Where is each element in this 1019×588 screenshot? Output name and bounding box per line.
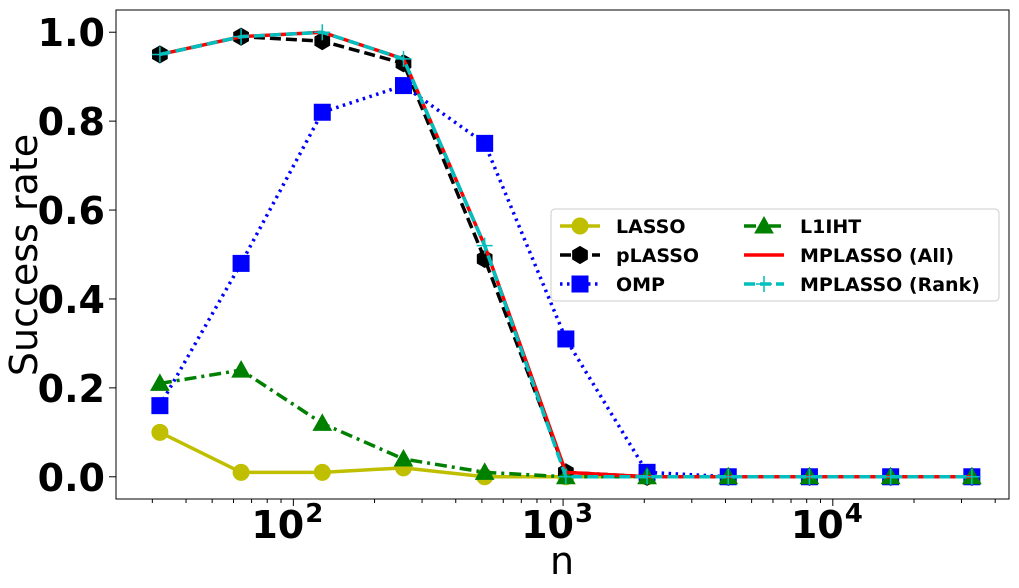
legend-label-mplasso-all: MPLASSO (All): [800, 245, 954, 267]
data-point-plasso: [314, 32, 331, 51]
data-point-l1iht: [474, 462, 495, 480]
y-tick-label: 0.0: [38, 456, 105, 500]
legend-label-l1iht: L1IHT: [800, 216, 861, 238]
data-point-mplasso-rank: [963, 468, 980, 485]
data-point-mplasso-rank: [557, 468, 574, 485]
data-point-omp: [394, 77, 412, 95]
data-point-l1iht: [231, 360, 251, 378]
plot-frame: [115, 9, 1010, 500]
data-point-l1iht: [312, 413, 333, 431]
data-point-mplasso-rank: [476, 237, 493, 254]
data-point-mplasso-rank: [151, 46, 168, 63]
legend-label-lasso: LASSO: [616, 216, 685, 238]
y-axis-title: Success rate: [2, 134, 46, 376]
data-point-omp: [313, 103, 331, 121]
legend-entry-omp: OMP: [560, 274, 665, 296]
series-mplasso-rank: [151, 24, 980, 485]
y-tick-label: 0.4: [38, 278, 105, 322]
data-point-l1iht: [393, 448, 414, 467]
data-point-lasso: [151, 423, 169, 441]
legend-label-plasso: pLASSO: [616, 245, 699, 267]
x-axis-title: n: [550, 539, 574, 583]
legend-entry-plasso: pLASSO: [560, 245, 699, 267]
legend-label-mplasso-rank: MPLASSO (Rank): [800, 274, 980, 296]
legend-entry-mplasso-rank: MPLASSO (Rank): [744, 274, 980, 296]
data-point-omp: [557, 330, 575, 348]
legend-entry-mplasso-all: MPLASSO (All): [744, 245, 954, 267]
legend-entry-lasso: LASSO: [560, 216, 685, 238]
data-point-omp: [151, 397, 169, 415]
data-point-mplasso-rank: [801, 468, 818, 485]
data-point-mplasso-rank: [882, 468, 899, 485]
data-point-lasso: [313, 463, 331, 481]
legend-marker-l1iht: [754, 215, 774, 234]
data-point-lasso: [232, 463, 250, 481]
x-tick-label: 104: [791, 499, 863, 547]
data-point-omp: [232, 254, 250, 272]
data-point-mplasso-rank: [314, 24, 331, 41]
data-point-mplasso-rank: [395, 50, 412, 67]
legend-marker-mplasso-rank: [756, 276, 772, 292]
y-tick-label: 0.2: [38, 367, 105, 411]
data-point-mplasso-rank: [720, 468, 737, 485]
x-tick-label: 102: [251, 499, 323, 547]
series-layer: [150, 24, 982, 486]
legend-marker-plasso: [572, 245, 588, 265]
y-tick-label: 0.6: [38, 189, 105, 233]
data-point-l1iht: [150, 373, 170, 391]
legend-marker-omp: [571, 275, 589, 293]
y-tick-label: 1.0: [38, 11, 105, 55]
legend-marker-lasso: [571, 217, 589, 235]
data-point-mplasso-rank: [233, 28, 250, 45]
data-point-omp: [476, 134, 494, 152]
data-point-mplasso-rank: [639, 468, 656, 485]
legend-label-omp: OMP: [616, 274, 665, 296]
legend-entry-l1iht: L1IHT: [744, 215, 861, 238]
legend: LASSO pLASSO OMP L1IHT MPLASSO (All) MPLASSO …: [550, 208, 1000, 302]
y-tick-label: 0.8: [38, 100, 105, 144]
